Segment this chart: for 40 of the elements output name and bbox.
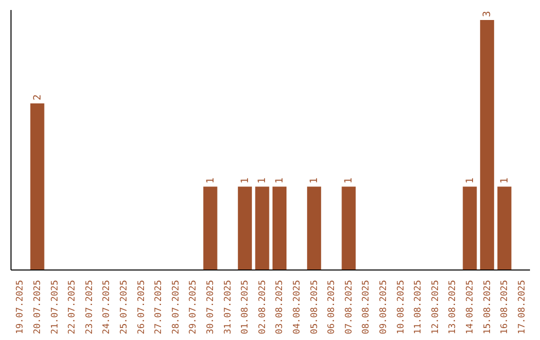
x-tick-label: 25.07.2025 [119,280,130,334]
x-tick-label: 23.07.2025 [84,280,95,334]
x-tick-label: 19.07.2025 [16,280,26,334]
x-tick-label: 06.08.2025 [327,280,338,334]
x-tick-label: 08.08.2025 [362,280,372,334]
data-label: 1 [499,178,510,184]
x-tick-label: 01.08.2025 [240,280,251,334]
x-tick-label: 20.07.2025 [32,280,43,334]
data-label: 2 [32,94,44,100]
x-tick-label: 11.08.2025 [414,280,424,334]
data-label: 1 [274,178,286,184]
data-label: 1 [257,178,268,184]
x-tick-label: 05.08.2025 [310,280,320,334]
x-tick-label: 12.08.2025 [430,280,441,334]
x-tick-label: 22.07.2025 [68,280,78,334]
x-tick-label: 26.07.2025 [136,280,147,334]
x-tick-label: 30.07.2025 [206,280,216,334]
data-label: 1 [309,178,320,184]
x-tick-label: 10.08.2025 [396,280,406,334]
x-tick-label: 13.08.2025 [448,280,458,334]
data-label: 1 [205,178,216,184]
data-label: 1 [344,178,355,184]
x-tick-label: 07.08.2025 [344,280,354,334]
x-tick-label: 16.08.2025 [500,280,510,334]
data-label: 3 [482,10,494,17]
data-label: 1 [240,178,251,184]
data-label: 1 [464,178,476,184]
x-tick-label: 17.08.2025 [517,280,528,334]
x-tick-label: 03.08.2025 [275,280,286,334]
x-tick-label: 28.07.2025 [171,280,182,334]
x-tick-label: 29.07.2025 [188,280,199,334]
x-tick-label: 14.08.2025 [465,280,476,334]
x-tick-label: 02.08.2025 [258,280,268,334]
x-tick-label: 27.07.2025 [154,280,164,334]
x-tick-label: 09.08.2025 [378,280,389,334]
x-tick-label: 15.08.2025 [482,280,493,334]
x-tick-label: 24.07.2025 [102,280,112,334]
x-tick-label: 21.07.2025 [50,280,60,334]
x-tick-label: 31.07.2025 [223,280,234,334]
x-tick-label: 04.08.2025 [292,280,302,334]
